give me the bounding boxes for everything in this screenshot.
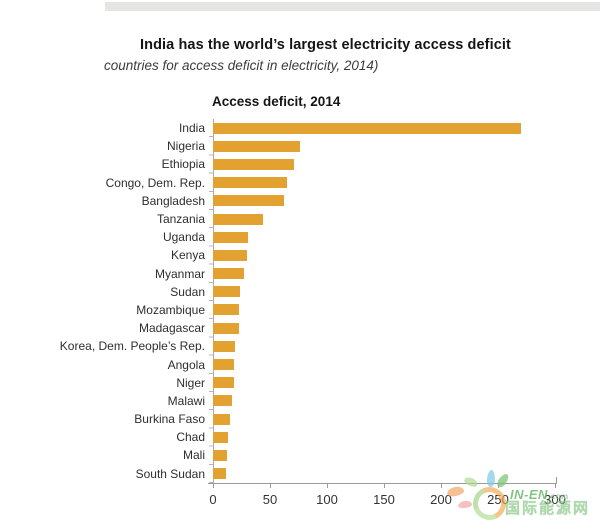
value-bar bbox=[213, 413, 231, 425]
chart-row: Sudan bbox=[0, 283, 600, 301]
chart-row: Burkina Faso bbox=[0, 410, 600, 428]
chart-row: Myanmar bbox=[0, 265, 600, 283]
x-tick-label: 50 bbox=[262, 492, 278, 507]
category-label: Korea, Dem. People’s Rep. bbox=[59, 339, 205, 354]
x-tick-label: 250 bbox=[487, 492, 509, 507]
chart-row: Nigeria bbox=[0, 137, 600, 155]
value-bar bbox=[213, 304, 240, 316]
chart-row: Tanzania bbox=[0, 210, 600, 228]
chart-row: Mozambique bbox=[0, 301, 600, 319]
value-bar bbox=[213, 249, 248, 261]
value-bar bbox=[213, 268, 244, 280]
value-bar bbox=[213, 195, 284, 207]
x-tick bbox=[555, 483, 556, 488]
x-tick bbox=[213, 483, 214, 488]
category-label: Bangladesh bbox=[141, 193, 205, 208]
x-axis-line bbox=[208, 483, 557, 484]
chart-row: Korea, Dem. People’s Rep. bbox=[0, 337, 600, 355]
category-label: India bbox=[178, 121, 205, 136]
x-axis-end-tick bbox=[556, 477, 557, 484]
bar-chart-plot-area: India Nigeria Ethiopia Congo, Dem. Rep. Bang… bbox=[0, 119, 600, 483]
chart-row: Malawi bbox=[0, 392, 600, 410]
x-tick bbox=[498, 483, 499, 488]
category-label: Malawi bbox=[167, 393, 205, 408]
chart-row: Madagascar bbox=[0, 319, 600, 337]
value-bar bbox=[213, 377, 234, 389]
value-bar bbox=[213, 449, 227, 461]
x-tick-label: 300 bbox=[544, 492, 566, 507]
y-axis-ticks bbox=[209, 119, 213, 484]
category-label: Uganda bbox=[162, 230, 205, 245]
category-label: Niger bbox=[176, 375, 205, 390]
value-bar bbox=[213, 213, 264, 225]
value-bar bbox=[213, 395, 233, 407]
value-bar bbox=[213, 286, 241, 298]
chart-row: Uganda bbox=[0, 228, 600, 246]
category-label: Mali bbox=[182, 448, 205, 463]
category-label: Madagascar bbox=[138, 321, 205, 336]
x-tick bbox=[270, 483, 271, 488]
category-label: Tanzania bbox=[156, 212, 205, 227]
category-label: Angola bbox=[167, 357, 205, 372]
value-bar bbox=[213, 158, 294, 170]
x-tick-label: 0 bbox=[209, 492, 217, 507]
category-label: Nigeria bbox=[166, 139, 205, 154]
chart-row: Ethiopia bbox=[0, 155, 600, 173]
chart-rows: India Nigeria Ethiopia Congo, Dem. Rep. Bang… bbox=[0, 119, 600, 483]
category-label: Burkina Faso bbox=[134, 412, 205, 427]
value-bar bbox=[213, 322, 240, 334]
x-tick-label: 200 bbox=[430, 492, 452, 507]
x-tick-label: 150 bbox=[373, 492, 395, 507]
x-tick bbox=[327, 483, 328, 488]
chart-row: Mali bbox=[0, 446, 600, 464]
chart-subtitle: countries for access deficit in electric… bbox=[104, 58, 379, 73]
y-axis-line bbox=[213, 119, 214, 484]
chart-row: Niger bbox=[0, 374, 600, 392]
chart-row: Angola bbox=[0, 355, 600, 373]
chart-row: South Sudan bbox=[0, 465, 600, 483]
category-label: South Sudan bbox=[135, 466, 205, 481]
value-bar bbox=[213, 359, 234, 371]
x-tick-label: 100 bbox=[316, 492, 338, 507]
category-label: Chad bbox=[176, 430, 205, 445]
value-bar bbox=[213, 177, 288, 189]
value-bar bbox=[213, 340, 235, 352]
chart-row: Congo, Dem. Rep. bbox=[0, 174, 600, 192]
top-gray-band bbox=[105, 2, 600, 11]
category-label: Mozambique bbox=[136, 302, 205, 317]
category-label: Sudan bbox=[170, 284, 205, 299]
value-bar bbox=[213, 231, 249, 243]
value-bar bbox=[213, 122, 521, 134]
value-bar bbox=[213, 140, 300, 152]
x-tick bbox=[384, 483, 385, 488]
chart-row: Kenya bbox=[0, 246, 600, 264]
chart-row: Chad bbox=[0, 428, 600, 446]
value-bar bbox=[213, 468, 226, 480]
chart-main-title: India has the world’s largest electricit… bbox=[140, 37, 511, 53]
chart-row: India bbox=[0, 119, 600, 137]
category-label: Congo, Dem. Rep. bbox=[105, 175, 205, 190]
category-label: Myanmar bbox=[154, 266, 205, 281]
x-tick bbox=[441, 483, 442, 488]
category-label: Kenya bbox=[170, 248, 205, 263]
chart-row: Bangladesh bbox=[0, 192, 600, 210]
category-label: Ethiopia bbox=[161, 157, 205, 172]
chart-axis-title: Access deficit, 2014 bbox=[212, 94, 341, 109]
value-bar bbox=[213, 431, 228, 443]
